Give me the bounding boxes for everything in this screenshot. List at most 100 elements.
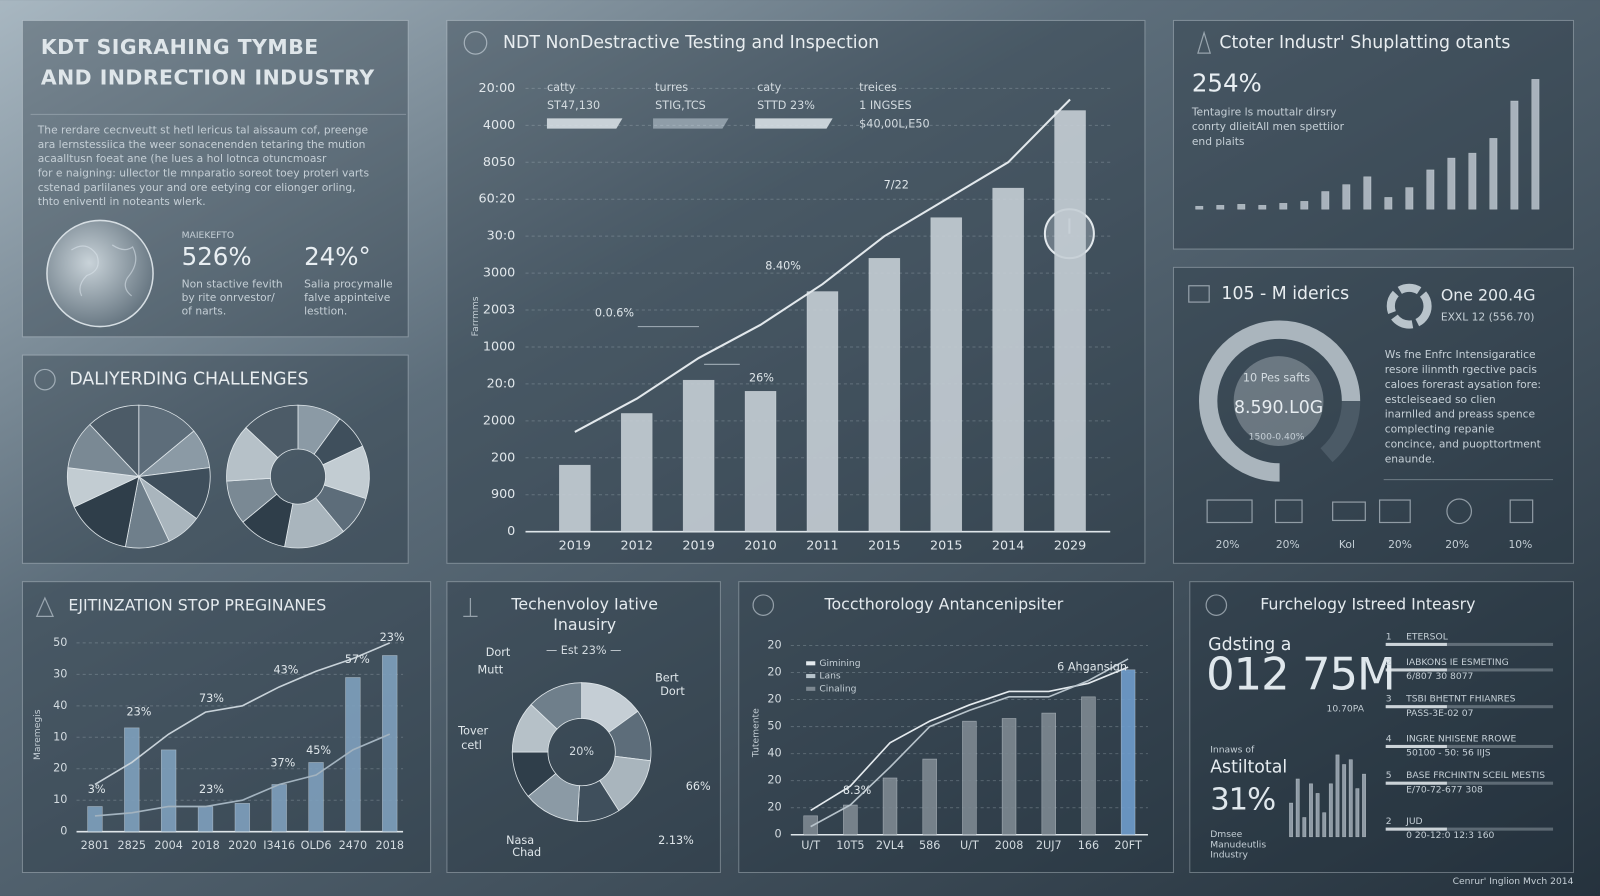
bar — [1120, 669, 1136, 836]
y-tick-label: 20:00 — [479, 81, 516, 96]
line — [810, 658, 1129, 828]
bar — [1295, 778, 1300, 838]
y-tick-label: 40 — [767, 747, 781, 760]
x-tick-label: 2018 — [375, 839, 404, 852]
icon — [1446, 498, 1473, 525]
bar — [1335, 754, 1340, 838]
progress-bar — [1385, 668, 1447, 672]
bar — [1384, 197, 1393, 210]
annotation: 73% — [199, 692, 224, 705]
bar — [1405, 187, 1414, 210]
y-tick-label: 0 — [507, 524, 515, 539]
y-tick-label: 8050 — [483, 155, 515, 170]
paragraph-line: estcleiseaed so clien — [1385, 393, 1496, 406]
paragraph-line: Ws fne Enfrc Intensigaratice — [1385, 348, 1536, 361]
bar — [1322, 812, 1327, 838]
x-tick-label: 2019 — [559, 538, 591, 553]
bar — [1321, 191, 1330, 210]
y-tick-label: 40 — [53, 699, 67, 712]
bar — [1054, 110, 1086, 532]
small-donut — [1386, 283, 1432, 329]
progress-track — [1385, 668, 1554, 672]
item-title: INGRE NHISENE RROWE — [1406, 733, 1516, 744]
icon — [1205, 594, 1228, 616]
paragraph-line: caloes forerast aysation fore: — [1385, 378, 1541, 391]
y-tick-label: 0 — [774, 828, 781, 841]
legend-swatch — [806, 686, 816, 691]
item-title: ETERSOL — [1406, 631, 1449, 642]
bar — [1081, 696, 1096, 836]
bar — [1315, 793, 1320, 838]
annotation: 23% — [199, 783, 224, 796]
line — [574, 98, 1071, 433]
bar — [806, 291, 839, 532]
x-tick-label: 2019 — [682, 538, 714, 553]
slice — [73, 475, 140, 548]
item-sub: 50100 - 50: 56 IIJS — [1406, 748, 1491, 759]
icon — [1274, 499, 1303, 524]
stat-caption: lesttion. — [304, 304, 347, 317]
panel — [21, 581, 432, 873]
bar — [930, 217, 963, 532]
annotation: 23% — [127, 705, 152, 718]
y-tick-label: 20 — [767, 693, 781, 706]
bar — [1289, 802, 1294, 838]
y-tick-label: 20 — [767, 774, 781, 787]
stat-caption: Manudeutlis — [1210, 839, 1266, 850]
legend-value: STIG,TCS — [655, 99, 706, 112]
x-tick-label: 2020 — [228, 839, 257, 852]
panel-title: AND INDRECTION INDUSTRY — [41, 66, 375, 90]
y-tick-label: 20 — [767, 801, 781, 814]
icon-label: Kol — [1339, 538, 1355, 551]
line — [94, 733, 391, 817]
icon-label: 20% — [1216, 538, 1240, 551]
stat-label: MAIEKEFTO — [182, 230, 234, 241]
x-tick-label: 2010 — [744, 538, 776, 553]
x-tick-label: U/T — [801, 839, 820, 852]
annotation: Chad — [512, 846, 541, 859]
panel — [1172, 266, 1574, 564]
icon — [1197, 30, 1212, 54]
bar — [160, 749, 177, 832]
bar — [1342, 764, 1347, 838]
bar — [1001, 718, 1017, 836]
annotation: cetl — [461, 739, 482, 752]
icon — [463, 598, 478, 617]
annotation: Mutt — [478, 663, 504, 676]
icon — [1332, 501, 1366, 522]
x-tick-label: 2004 — [154, 839, 183, 852]
bar — [992, 187, 1024, 532]
progress-track — [1385, 827, 1554, 831]
x-tick-label: 2801 — [81, 839, 110, 852]
stat-value: One 200.4G — [1441, 285, 1536, 304]
progress-bar — [1385, 827, 1447, 831]
bar — [308, 762, 324, 832]
item-number: 4 — [1386, 733, 1392, 744]
progress-track — [1385, 744, 1554, 748]
x-tick-label: 10T5 — [836, 839, 864, 852]
bar — [843, 804, 858, 836]
y-tick-label: 2003 — [483, 303, 515, 318]
bar — [1489, 138, 1498, 210]
bar — [1258, 204, 1267, 210]
stat-caption: falve appinteive — [304, 291, 391, 304]
bar — [1426, 169, 1435, 210]
paragraph-line: resore ilinmth rgective pacis — [1385, 363, 1538, 376]
gauge-sub: 1500-0.40% — [1249, 431, 1305, 442]
progress-bar — [1385, 781, 1447, 785]
gauge-label: 10 Pes safts — [1243, 372, 1310, 385]
y-tick-label: 20:0 — [487, 376, 516, 391]
legend-label: catty — [547, 81, 576, 94]
line — [94, 642, 391, 786]
chart-title: EJITINZATION STOP PREGINANES — [68, 596, 326, 615]
legend-label: caty — [757, 81, 781, 94]
bar — [1237, 203, 1246, 210]
legend-note: $40,00L,E50 — [859, 118, 929, 131]
chart-title: Inausiry — [553, 615, 616, 634]
y-tick-label: 30:0 — [487, 229, 516, 244]
center-label: 20% — [569, 745, 594, 758]
y-axis-label: Maremegis — [32, 709, 43, 760]
icon-label: 10% — [1509, 538, 1533, 551]
annotation: Bert — [655, 672, 679, 685]
annotation: 3% — [88, 783, 106, 796]
